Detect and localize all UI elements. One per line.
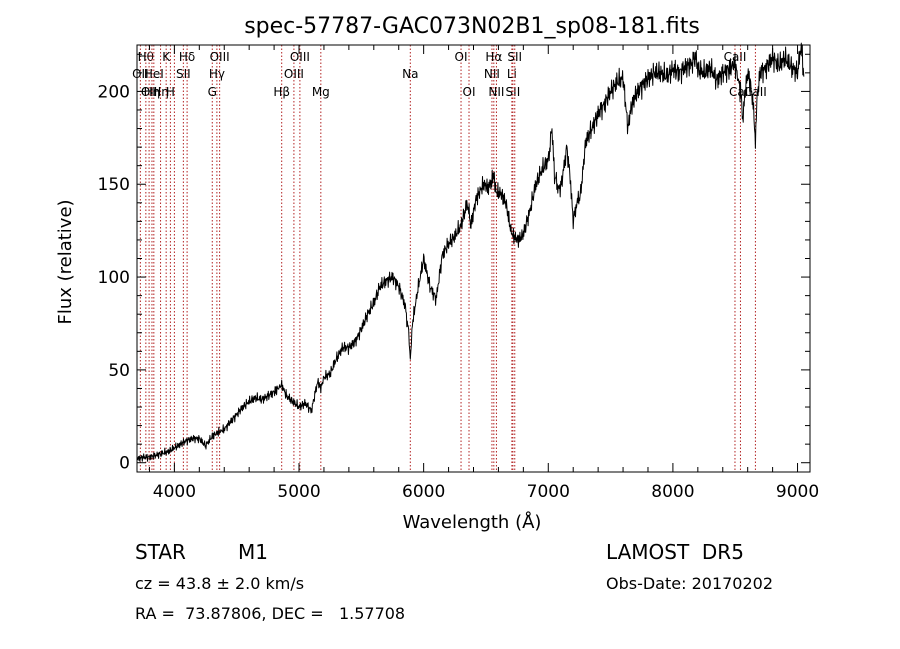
spectral-line-label: OIII [290,50,310,64]
x-tick-label: 5000 [277,482,320,502]
spectral-line-label: OIII [210,50,230,64]
spectral-line-label: HeI [144,67,164,81]
series-layer [137,42,805,462]
spectral-line-label: Hη [144,85,161,99]
x-tick-label: 9000 [776,482,819,502]
spectral-line-label: OII [141,85,158,99]
x-tick-label: 7000 [527,482,570,502]
spectral-line-label: Li [507,67,517,81]
spectral-line-label: SII [507,50,522,64]
spectral-line-label: SII [506,85,521,99]
spectral-line-label: OII [132,67,149,81]
chart-title: spec-57787-GAC073N02B1_sp08-181.fits [244,14,700,39]
object-subclass: M1 [238,540,268,564]
y-tick-label: 0 [119,454,130,474]
spectral-line-label: K [162,50,171,64]
spectral-line-label: G [208,85,217,99]
spectral-line-label: OI [463,85,476,99]
axes-layer: 4000 5000 6000 7000 8000 9000 0 50 100 150 200 [98,44,819,502]
y-tick-label: 200 [98,82,130,102]
spectral-line-label: CaII [744,85,767,99]
spectral-line-markers: OIIHθOIIHηHeIHηKHSIIHδGHγOIIIHβOIIIOIIIM… [132,45,767,472]
spectral-line-label: Hγ [209,67,225,81]
y-tick-label: 100 [98,268,130,288]
redshift-text: cz = 43.8 ± 2.0 km/s [135,574,305,593]
x-axis-label: Wavelength (Å) [403,511,542,533]
spectral-line-label: NII [484,67,500,81]
spectral-line-label: Hδ [179,50,195,64]
spectral-line-label: Na [402,67,418,81]
spectral-line-label: NII [488,85,504,99]
x-tick-label: 8000 [651,482,694,502]
spectral-line-label: Hθ [138,50,154,64]
x-tick-label: 4000 [153,482,196,502]
spectral-line-label: Hβ [273,85,290,99]
y-axis-label: Flux (relative) [55,199,76,324]
survey-name: LAMOST DR5 [606,540,744,564]
plot-frame [136,44,811,473]
y-tick-label: 150 [98,175,130,195]
x-tick-label: 6000 [402,482,445,502]
spectral-line-label: Hα [485,50,502,64]
y-tick-label: 50 [108,361,130,381]
spectral-line-label: OI [455,50,468,64]
spectrum-line [137,42,805,462]
object-class: STAR [135,540,186,564]
coordinates: RA = 73.87806, DEC = 1.57708 [135,604,406,623]
spectral-line-label: Mg [312,85,330,99]
spectral-line-label: OIII [284,67,304,81]
obs-date: Obs-Date: 20170202 [606,574,774,593]
spectral-line-label: H [166,85,175,99]
spectral-line-label: SII [176,67,191,81]
spectral-line-label: Hη [152,85,169,99]
